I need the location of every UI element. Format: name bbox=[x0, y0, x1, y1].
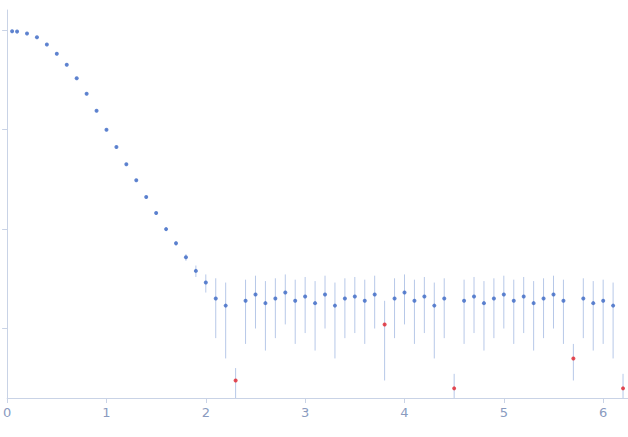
svg-text:2: 2 bbox=[202, 405, 210, 420]
svg-text:4: 4 bbox=[400, 405, 408, 420]
svg-text:5: 5 bbox=[500, 405, 508, 420]
svg-text:0: 0 bbox=[3, 405, 11, 420]
svg-text:3: 3 bbox=[301, 405, 309, 420]
svg-text:6: 6 bbox=[599, 405, 607, 420]
svg-text:1: 1 bbox=[102, 405, 110, 420]
